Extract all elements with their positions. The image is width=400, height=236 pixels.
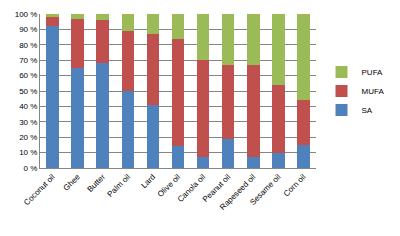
svg-text:Lard: Lard [139, 172, 157, 190]
svg-text:Peanut oil: Peanut oil [201, 172, 233, 204]
svg-text:MUFA: MUFA [362, 87, 385, 96]
svg-text:50 %: 50 % [19, 87, 37, 96]
svg-text:10 %: 10 % [19, 148, 37, 157]
svg-text:Corn oil: Corn oil [282, 172, 308, 198]
svg-text:Rapeseed oil: Rapeseed oil [218, 172, 258, 212]
svg-text:Olive oil: Olive oil [156, 172, 183, 199]
svg-text:Canola oil: Canola oil [176, 172, 208, 204]
svg-text:Palm oil: Palm oil [106, 172, 133, 199]
svg-text:Ghee: Ghee [62, 172, 83, 193]
svg-text:Coconut oil: Coconut oil [22, 172, 57, 207]
svg-text:PUFA: PUFA [362, 68, 384, 77]
svg-text:Butter: Butter [86, 172, 108, 194]
svg-text:100 %: 100 % [15, 10, 38, 19]
svg-text:70 %: 70 % [19, 56, 37, 65]
svg-text:20 %: 20 % [19, 133, 37, 142]
svg-text:80 %: 80 % [19, 41, 37, 50]
svg-text:60 %: 60 % [19, 71, 37, 80]
svg-text:30 %: 30 % [19, 118, 37, 127]
svg-text:90 %: 90 % [19, 25, 37, 34]
svg-text:0 %: 0 % [24, 164, 38, 173]
svg-text:40 %: 40 % [19, 102, 37, 111]
svg-text:Sesame oil: Sesame oil [248, 172, 283, 207]
svg-text:SA: SA [362, 106, 373, 115]
